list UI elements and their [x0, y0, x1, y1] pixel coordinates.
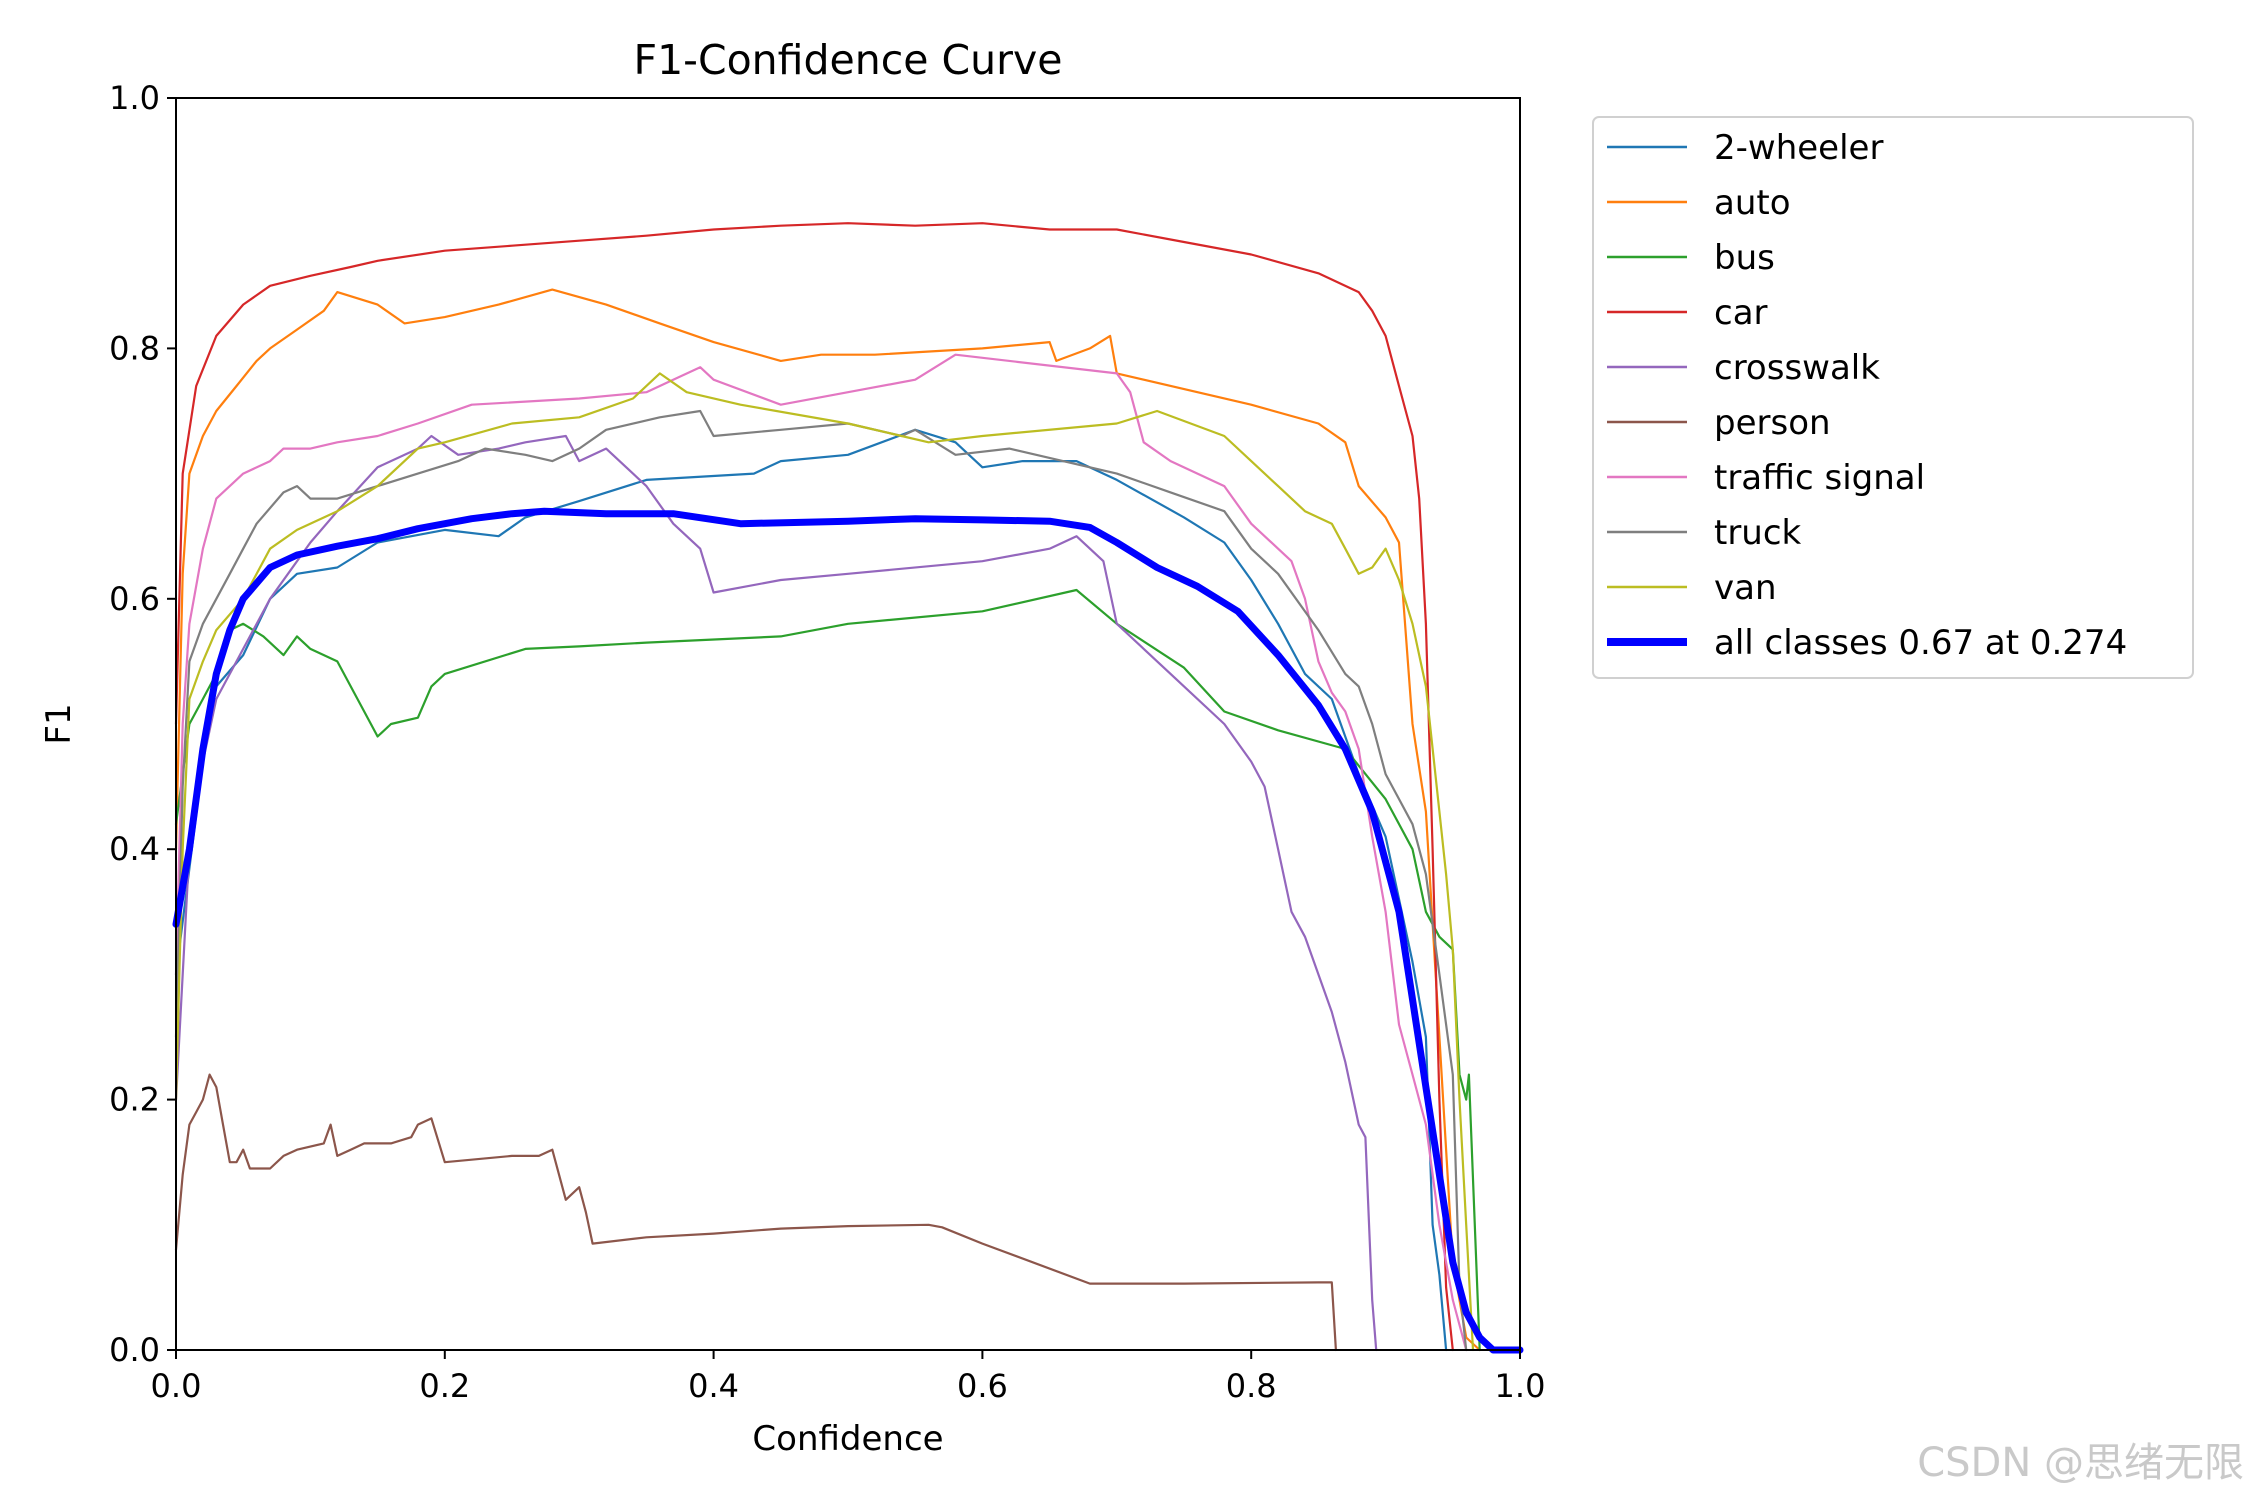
- y-tick-label: 0.0: [109, 1331, 160, 1369]
- legend-box: [1592, 116, 2194, 679]
- series-line-truck: [174, 409, 1468, 1352]
- x-tick-label: 0.8: [1226, 1367, 1277, 1405]
- legend-label: bus: [1714, 238, 1775, 278]
- legend-label: traffic signal: [1714, 458, 1925, 498]
- y-axis-ticks: 0.0 0.2 0.4 0.6 0.8 1.0: [109, 79, 176, 1369]
- x-axis-ticks: 0.0 0.2 0.4 0.6 0.8 1.0: [151, 1350, 1546, 1405]
- legend-items: 2-wheeler auto bus car crosswalk person traffi…: [1607, 128, 2127, 663]
- series-line-crosswalk: [174, 434, 1378, 1352]
- legend-label: 2-wheeler: [1714, 128, 1883, 168]
- legend: 2-wheeler auto bus car crosswalk person traffi…: [1592, 116, 2194, 679]
- series-line-traffic-signal: [174, 353, 1468, 1352]
- series-line-auto: [174, 288, 1481, 1352]
- x-tick-label: 0.2: [419, 1367, 470, 1405]
- series-line-person: [174, 1073, 1337, 1352]
- legend-label: car: [1714, 293, 1768, 333]
- x-tick-label: 1.0: [1495, 1367, 1546, 1405]
- legend-label: person: [1714, 403, 1831, 443]
- plot-frame: [175, 97, 1521, 1351]
- y-tick-label: 1.0: [109, 79, 160, 117]
- legend-label: crosswalk: [1714, 348, 1880, 388]
- x-tick-label: 0.0: [151, 1367, 202, 1405]
- series-line-van: [174, 372, 1475, 1352]
- y-tick-label: 0.8: [109, 329, 160, 367]
- legend-label: all classes 0.67 at 0.274: [1714, 623, 2127, 663]
- y-axis-label: F1: [39, 703, 79, 744]
- y-tick-label: 0.6: [109, 580, 160, 618]
- x-tick-label: 0.6: [957, 1367, 1008, 1405]
- series-line-bus: [174, 588, 1481, 1352]
- y-tick-label: 0.2: [109, 1081, 160, 1119]
- series-line-all-classes-0-67-at-0-274: [172, 507, 1524, 1354]
- plot-lines: [172, 222, 1524, 1354]
- x-axis-label: Confidence: [752, 1419, 943, 1459]
- legend-label: auto: [1714, 183, 1791, 223]
- chart-title: F1-Confidence Curve: [634, 36, 1063, 84]
- series-line-car: [174, 222, 1454, 1352]
- legend-label: truck: [1714, 513, 1802, 553]
- legend-label: van: [1714, 568, 1777, 608]
- y-tick-label: 0.4: [109, 830, 160, 868]
- series-line-2-wheeler: [174, 428, 1448, 1352]
- watermark: CSDN @思绪无限: [1917, 1440, 2244, 1486]
- x-tick-label: 0.4: [688, 1367, 739, 1405]
